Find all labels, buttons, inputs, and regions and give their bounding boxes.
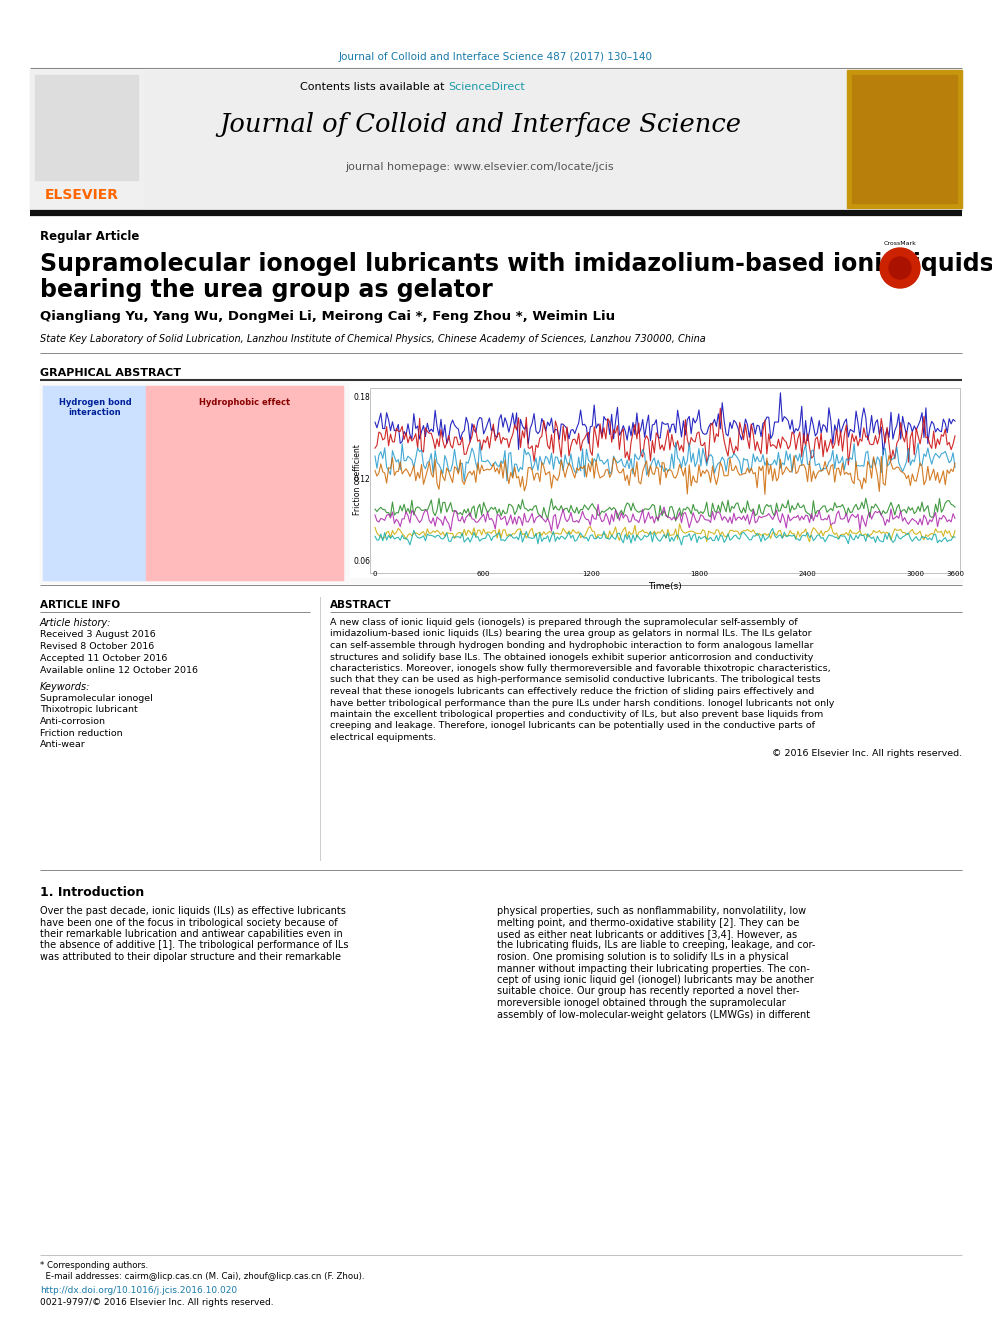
Text: E-mail addresses: cairm@licp.cas.cn (M. Cai), zhouf@licp.cas.cn (F. Zhou).: E-mail addresses: cairm@licp.cas.cn (M. … [40, 1271, 364, 1281]
Text: Friction coefficient: Friction coefficient [352, 445, 361, 516]
Text: Keywords:: Keywords: [40, 681, 90, 692]
Bar [30, 70, 143, 208]
Text: imidazolium-based ionic liquids (ILs) bearing the urea group as gelators in norm: imidazolium-based ionic liquids (ILs) be… [330, 630, 811, 639]
Text: journal homepage: www.elsevier.com/locate/jcis: journal homepage: www.elsevier.com/locat… [345, 161, 614, 172]
Text: Hydrophobic effect: Hydrophobic effect [199, 398, 291, 407]
Text: Qiangliang Yu, Yang Wu, DongMei Li, Meirong Cai *, Feng Zhou *, Weimin Liu: Qiangliang Yu, Yang Wu, DongMei Li, Meir… [40, 310, 615, 323]
Text: 0.06: 0.06 [353, 557, 370, 566]
Text: 3000: 3000 [906, 572, 924, 577]
Text: rosion. One promising solution is to solidify ILs in a physical: rosion. One promising solution is to sol… [497, 953, 789, 962]
Text: used as either neat lubricants or additives [3,4]. However, as: used as either neat lubricants or additi… [497, 929, 798, 939]
Text: 1. Introduction: 1. Introduction [40, 886, 144, 900]
Text: reveal that these ionogels lubricants can effectively reduce the friction of sli: reveal that these ionogels lubricants ca… [330, 687, 814, 696]
Text: Supramolecular ionogel: Supramolecular ionogel [40, 695, 153, 703]
Text: Received 3 August 2016: Received 3 August 2016 [40, 630, 156, 639]
Text: ARTICLE INFO: ARTICLE INFO [40, 601, 120, 610]
Text: 0: 0 [373, 572, 377, 577]
Text: 0.12: 0.12 [353, 475, 370, 484]
Text: creeping and leakage. Therefore, ionogel lubricants can be potentially used in t: creeping and leakage. Therefore, ionogel… [330, 721, 815, 730]
Text: 0021-9797/© 2016 Elsevier Inc. All rights reserved.: 0021-9797/© 2016 Elsevier Inc. All right… [40, 1298, 274, 1307]
Circle shape [880, 247, 920, 288]
Text: Hydrogen bond: Hydrogen bond [59, 398, 131, 407]
Text: melting point, and thermo-oxidative stability [2]. They can be: melting point, and thermo-oxidative stab… [497, 917, 800, 927]
Text: Friction reduction: Friction reduction [40, 729, 123, 737]
Text: their remarkable lubrication and antiwear capabilities even in: their remarkable lubrication and antiwea… [40, 929, 343, 939]
Text: cept of using ionic liquid gel (ionogel) lubricants may be another: cept of using ionic liquid gel (ionogel)… [497, 975, 813, 986]
Text: manner without impacting their lubricating properties. The con-: manner without impacting their lubricati… [497, 963, 809, 974]
Text: Revised 8 October 2016: Revised 8 October 2016 [40, 642, 154, 651]
Text: characteristics. Moreover, ionogels show fully thermoreversible and favorable th: characteristics. Moreover, ionogels show… [330, 664, 830, 673]
Text: suitable choice. Our group has recently reported a novel ther-: suitable choice. Our group has recently … [497, 987, 800, 996]
Bar [350, 382, 962, 577]
Text: was attributed to their dipolar structure and their remarkable: was attributed to their dipolar structur… [40, 953, 341, 962]
Text: * Corresponding authors.: * Corresponding authors. [40, 1261, 148, 1270]
Text: ScienceDirect: ScienceDirect [448, 82, 525, 93]
Text: Contents lists available at: Contents lists available at [300, 82, 448, 93]
Bar [370, 388, 960, 573]
Text: Anti-wear: Anti-wear [40, 740, 85, 749]
Bar [30, 70, 962, 208]
Text: 2400: 2400 [799, 572, 815, 577]
Text: 3600: 3600 [946, 572, 964, 577]
Bar [40, 382, 962, 583]
Text: moreversible ionogel obtained through the supramolecular: moreversible ionogel obtained through th… [497, 998, 786, 1008]
Text: Available online 12 October 2016: Available online 12 October 2016 [40, 665, 198, 675]
Text: http://dx.doi.org/10.1016/j.jcis.2016.10.020: http://dx.doi.org/10.1016/j.jcis.2016.10… [40, 1286, 237, 1295]
Text: interaction: interaction [68, 407, 121, 417]
Text: 1200: 1200 [582, 572, 600, 577]
Text: bearing the urea group as gelator: bearing the urea group as gelator [40, 278, 493, 302]
Text: physical properties, such as nonflammability, nonvolatility, low: physical properties, such as nonflammabi… [497, 906, 806, 916]
Text: Over the past decade, ionic liquids (ILs) as effective lubricants: Over the past decade, ionic liquids (ILs… [40, 906, 346, 916]
Text: 0.18: 0.18 [353, 393, 370, 402]
Bar [852, 75, 957, 202]
Text: Supramolecular ionogel lubricants with imidazolium-based ionic liquids: Supramolecular ionogel lubricants with i… [40, 251, 992, 277]
Bar [43, 386, 146, 579]
Text: Regular Article: Regular Article [40, 230, 139, 243]
Text: 600: 600 [476, 572, 490, 577]
Text: CrossMark: CrossMark [884, 241, 917, 246]
Text: Journal of Colloid and Interface Science: Journal of Colloid and Interface Science [219, 112, 741, 138]
Bar [35, 75, 138, 180]
Bar [847, 70, 962, 208]
Bar [43, 386, 343, 579]
Text: 1800: 1800 [690, 572, 708, 577]
Text: © 2016 Elsevier Inc. All rights reserved.: © 2016 Elsevier Inc. All rights reserved… [772, 750, 962, 758]
Text: Thixotropic lubricant: Thixotropic lubricant [40, 705, 138, 714]
Text: the lubricating fluids, ILs are liable to creeping, leakage, and cor-: the lubricating fluids, ILs are liable t… [497, 941, 815, 950]
Text: Time(s): Time(s) [648, 582, 682, 591]
Text: GRAPHICAL ABSTRACT: GRAPHICAL ABSTRACT [40, 368, 181, 378]
Text: have been one of the focus in tribological society because of: have been one of the focus in tribologic… [40, 917, 337, 927]
Circle shape [889, 257, 911, 279]
Bar [146, 386, 343, 579]
Text: have better tribological performance than the pure ILs under harsh conditions. I: have better tribological performance tha… [330, 699, 834, 708]
Text: maintain the excellent tribological properties and conductivity of ILs, but also: maintain the excellent tribological prop… [330, 710, 823, 718]
Text: Journal of Colloid and Interface Science 487 (2017) 130–140: Journal of Colloid and Interface Science… [339, 52, 653, 62]
Text: assembly of low-molecular-weight gelators (LMWGs) in different: assembly of low-molecular-weight gelator… [497, 1009, 810, 1020]
Text: can self-assemble through hydrogen bonding and hydrophobic interaction to form a: can self-assemble through hydrogen bondi… [330, 642, 813, 650]
Text: Anti-corrosion: Anti-corrosion [40, 717, 106, 726]
Text: such that they can be used as high-performance semisolid conductive lubricants. : such that they can be used as high-perfo… [330, 676, 820, 684]
Text: Accepted 11 October 2016: Accepted 11 October 2016 [40, 654, 168, 663]
Text: the absence of additive [1]. The tribological performance of ILs: the absence of additive [1]. The tribolo… [40, 941, 348, 950]
Text: structures and solidify base ILs. The obtained ionogels exhibit superior anticor: structures and solidify base ILs. The ob… [330, 652, 813, 662]
Text: electrical equipments.: electrical equipments. [330, 733, 436, 742]
Text: State Key Laboratory of Solid Lubrication, Lanzhou Institute of Chemical Physics: State Key Laboratory of Solid Lubricatio… [40, 333, 705, 344]
Text: ELSEVIER: ELSEVIER [45, 188, 119, 202]
Text: Article history:: Article history: [40, 618, 111, 628]
Text: A new class of ionic liquid gels (ionogels) is prepared through the supramolecul: A new class of ionic liquid gels (ionoge… [330, 618, 798, 627]
Text: ABSTRACT: ABSTRACT [330, 601, 392, 610]
